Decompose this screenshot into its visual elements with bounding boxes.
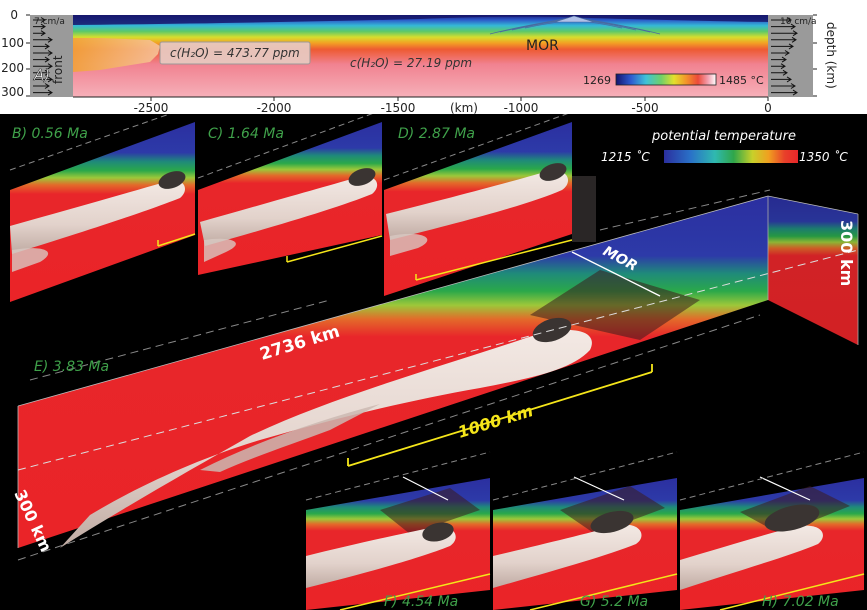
depth-ticks-left: 0 100 200 300	[1, 8, 24, 99]
svg-text:-500: -500	[631, 101, 658, 114]
water-low-label: c(H₂O) = 27.19 ppm	[350, 56, 472, 70]
depth-axis-label: depth (km)	[824, 22, 838, 89]
right-velocity-box	[768, 15, 813, 97]
panel-g: G) 5.2 Ma	[492, 451, 678, 610]
left-velocity-arrows	[33, 17, 53, 96]
velocity-arrow	[33, 43, 50, 50]
panel-f: F) 4.54 Ma	[305, 451, 491, 610]
colorbar-min-label: 1269	[583, 74, 611, 87]
panel-g-label: G) 5.2 Ma	[580, 594, 648, 610]
legend-max: 1350 ˚C	[799, 149, 848, 164]
right-velocity-label: 10 cm/a	[780, 17, 817, 27]
velocity-arrow	[771, 83, 796, 89]
velocity-arrow	[771, 17, 792, 23]
mor-peak	[554, 15, 595, 23]
svg-text:-1500: -1500	[381, 101, 416, 114]
velocity-arrow	[33, 76, 53, 83]
velocity-arrow	[771, 63, 786, 70]
legend-title: potential temperature	[651, 129, 796, 144]
svg-text:(km): (km)	[450, 101, 478, 114]
velocity-arrow	[771, 89, 798, 96]
svg-text:100: 100	[1, 36, 24, 50]
velocity-arrow	[33, 56, 50, 63]
panel-e: 1000 km 2736 km MOR 300 km 300 km E) 3.8…	[10, 189, 859, 561]
panel-h: H) 7.02 Ma	[679, 451, 865, 610]
panel-h-label: H) 7.02 Ma	[762, 594, 839, 610]
hydrated-front-region	[73, 38, 160, 72]
mor-label-a: MOR	[526, 38, 559, 54]
colorbar-max-label: 1485 °C	[719, 74, 764, 87]
svg-text:-2500: -2500	[134, 101, 169, 114]
velocity-arrow	[771, 36, 797, 43]
panel-c-label: C) 1.64 Ma	[208, 126, 284, 142]
legend-min: 1215 ˚C	[601, 149, 650, 164]
right-velocity-arrows	[771, 17, 798, 96]
velocity-arrow	[771, 43, 794, 50]
depth-tick-marks	[26, 14, 817, 97]
svg-text:300: 300	[1, 85, 24, 99]
svg-text:-1000: -1000	[504, 101, 539, 114]
velocity-arrow	[771, 69, 788, 76]
panel-b-label: B) 0.56 Ma	[12, 126, 88, 142]
x-tick-marks	[150, 97, 769, 101]
svg-text:0: 0	[10, 8, 18, 22]
temperature-legend: potential temperature 1215 ˚C 1350 ˚C	[601, 129, 848, 164]
svg-text:-2000: -2000	[257, 101, 292, 114]
plume-3d-panels: B) 0.56 Ma C) 1.64 Ma D) 2.87 Ma potenti…	[0, 114, 867, 610]
panel-a-cross-section: c(H₂O) = 473.77 ppm c(H₂O) = 27.19 ppm M…	[0, 0, 867, 114]
velocity-arrow	[771, 56, 787, 63]
velocity-arrow	[33, 69, 50, 76]
x-tick-labels: -2500 -2000 -1500 (km) -1000 -500 0	[134, 101, 772, 114]
velocity-arrow	[33, 30, 46, 37]
velocity-arrow	[33, 17, 46, 23]
panel-d-label: D) 2.87 Ma	[398, 126, 475, 142]
scale-label: 1000 km	[456, 401, 536, 442]
panel-e-label: E) 3.83 Ma	[34, 359, 109, 375]
water-high-label: c(H₂O) = 473.77 ppm	[170, 46, 300, 60]
velocity-arrow	[771, 30, 798, 37]
velocity-arrow	[33, 36, 53, 43]
legend-colorbar	[664, 150, 798, 163]
water-high-box	[159, 41, 311, 65]
velocity-arrow	[33, 83, 50, 89]
lithosphere-layer	[73, 15, 768, 25]
panel-c: C) 1.64 Ma	[197, 114, 383, 275]
velocity-arrow	[771, 50, 790, 56]
front-label: front	[51, 55, 65, 84]
svg-text:200: 200	[1, 61, 24, 75]
velocity-arrow	[33, 89, 53, 96]
depth-label-right: 300 km	[837, 220, 856, 286]
left-velocity-label: 7 cm/a	[34, 17, 65, 27]
velocity-arrow	[33, 63, 53, 70]
panel-d: D) 2.87 Ma	[383, 114, 596, 296]
left-velocity-box	[30, 15, 73, 97]
velocity-arrow	[771, 23, 796, 30]
velocity-arrow	[33, 23, 46, 30]
velocity-arrow	[33, 50, 53, 56]
panel-f-label: F) 4.54 Ma	[384, 594, 458, 610]
svg-text:0: 0	[764, 101, 772, 114]
panel-a-letter: A)	[33, 66, 50, 84]
velocity-arrow	[771, 76, 792, 83]
panel-b: B) 0.56 Ma	[9, 114, 196, 302]
colorbar-a	[615, 73, 717, 86]
